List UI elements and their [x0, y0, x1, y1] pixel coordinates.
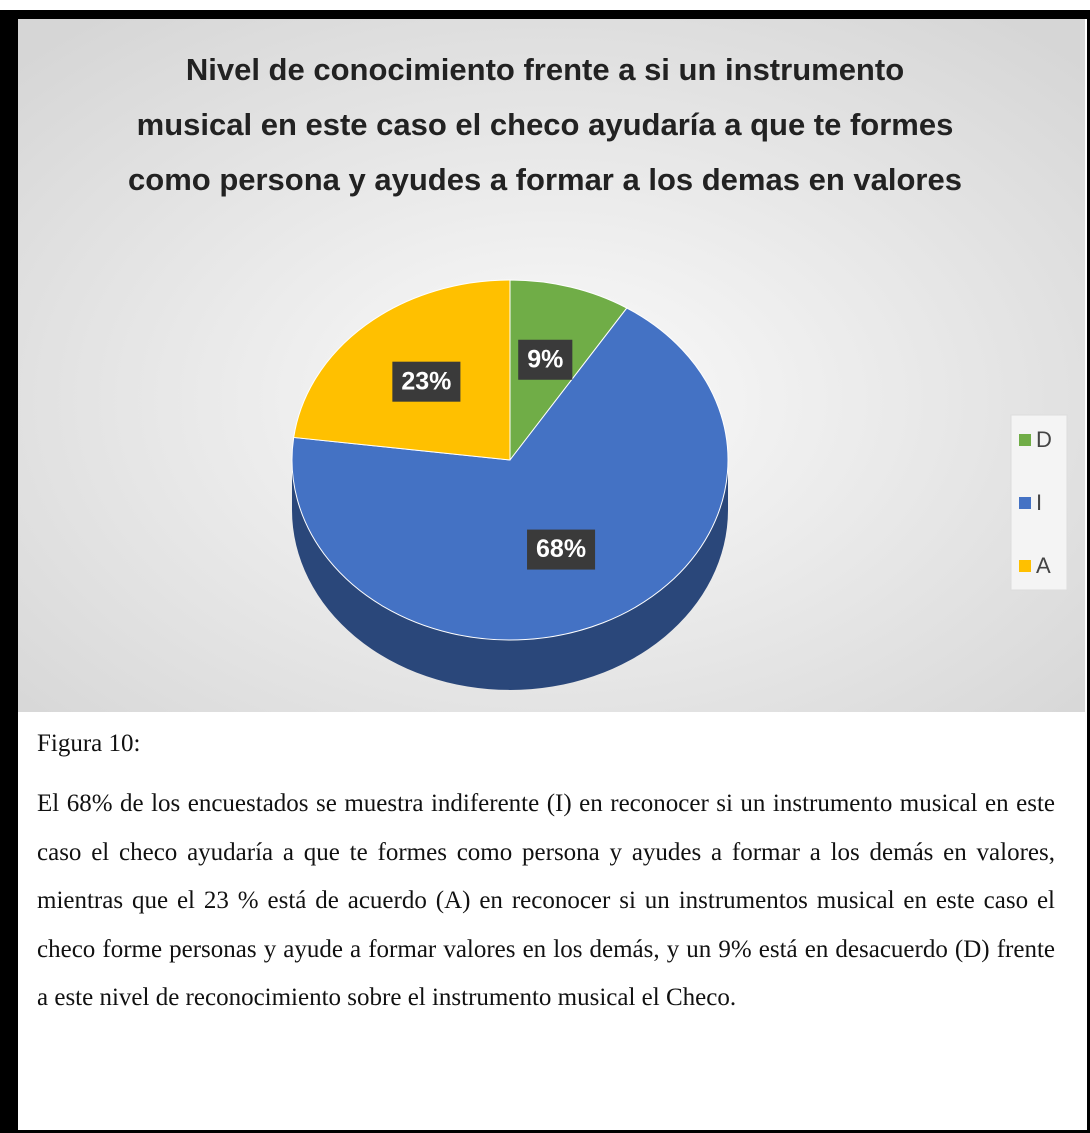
- legend-label: D: [1036, 427, 1052, 452]
- figure-caption: Figura 10:: [37, 730, 141, 757]
- figure-description: El 68% de los encuestados se muestra ind…: [37, 790, 1055, 1011]
- data-label-box: [527, 529, 596, 570]
- frame: [0, 10, 1090, 1133]
- data-label-box: [518, 339, 573, 380]
- legend-swatch: [1019, 497, 1031, 509]
- legend-label: I: [1036, 490, 1042, 515]
- data-label: 9%: [527, 345, 563, 373]
- data-label-box: [392, 361, 461, 402]
- pie-slice: [291, 307, 729, 641]
- chart-title: Nivel de conocimiento frente a si un ins…: [128, 52, 962, 197]
- data-label: 23%: [401, 367, 451, 395]
- pie-side: [292, 460, 728, 690]
- chart: 9% 68% 23% D I A: [18, 19, 1085, 712]
- legend-swatch: [1019, 560, 1031, 572]
- legend-label: A: [1036, 553, 1051, 578]
- data-label: 68%: [536, 535, 586, 563]
- legend-swatch: [1019, 434, 1031, 446]
